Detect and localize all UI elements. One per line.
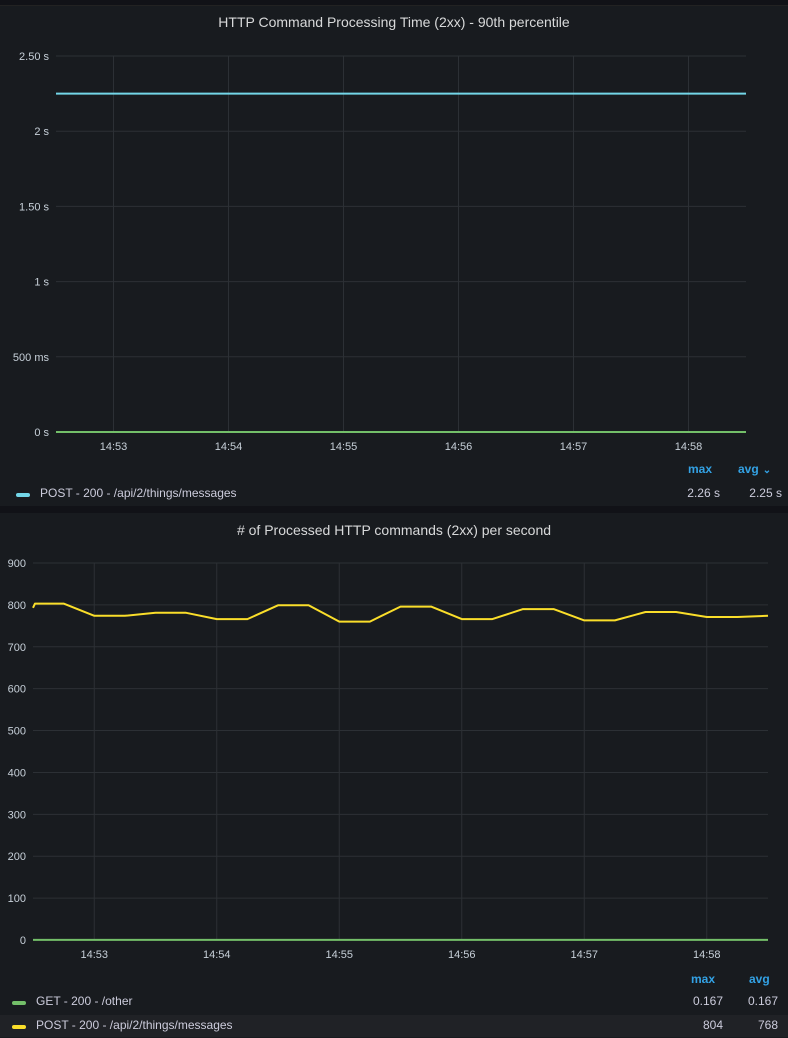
y-tick-label: 500 <box>8 726 26 738</box>
y-tick-label: 800 <box>8 600 26 612</box>
series-color-swatch <box>12 1025 26 1029</box>
x-tick-label: 14:54 <box>215 441 243 453</box>
x-tick-label: 14:57 <box>560 441 588 453</box>
x-tick-label: 14:55 <box>330 441 358 453</box>
legend-series-name: POST - 200 - /api/2/things/messages <box>40 486 237 500</box>
legend-avg-value: 0.167 <box>747 994 778 1008</box>
x-tick-label: 14:54 <box>203 949 231 961</box>
x-tick-label: 14:56 <box>448 949 476 961</box>
legend-header-max[interactable]: max <box>688 462 713 476</box>
y-tick-label: 0 s <box>34 427 49 439</box>
chevron-down-icon: ⌄ <box>762 465 772 476</box>
y-tick-label: 900 <box>8 558 26 570</box>
legend-max-value: 2.26 s <box>687 486 720 500</box>
y-tick-label: 300 <box>8 809 26 821</box>
legend-avg-value: 2.25 s <box>749 486 782 500</box>
y-tick-label: 700 <box>8 642 26 654</box>
legend-header-avg[interactable]: avg ⌄ <box>738 462 772 476</box>
x-tick-label: 14:53 <box>80 949 108 961</box>
y-tick-label: 600 <box>8 684 26 696</box>
y-tick-label: 0 <box>20 935 26 947</box>
x-tick-label: 14:58 <box>675 441 703 453</box>
y-tick-label: 200 <box>8 851 26 863</box>
processing-time-panel: HTTP Command Processing Time (2xx) - 90t… <box>0 5 788 506</box>
legend-series-name: GET - 200 - /other <box>36 994 133 1008</box>
x-tick-label: 14:58 <box>693 949 721 961</box>
x-tick-label: 14:53 <box>100 441 128 453</box>
panel-title[interactable]: # of Processed HTTP commands (2xx) per s… <box>236 522 552 538</box>
processing-time-chart: 0 s 500 ms 1 s 1.50 s 2 s 2.50 s 14:53 14:54 14:… <box>13 51 746 453</box>
legend-header-max[interactable]: max <box>691 972 716 986</box>
y-tick-label: 1 s <box>34 277 49 289</box>
series-line <box>32 602 769 623</box>
legend-series-name: POST - 200 - /api/2/things/messages <box>36 1018 233 1032</box>
legend-max-value: 804 <box>702 1018 723 1032</box>
y-tick-label: 2 s <box>34 126 49 138</box>
y-tick-label: 500 ms <box>13 352 50 364</box>
y-tick-label: 2.50 s <box>19 51 49 63</box>
legend-row[interactable]: GET - 200 - /other 0.167 0.167 <box>0 991 788 1013</box>
legend-avg-value: 768 <box>757 1018 778 1032</box>
x-tick-label: 14:56 <box>445 441 473 453</box>
legend-row[interactable]: POST - 200 - /api/2/things/messages 804 … <box>0 1015 788 1037</box>
y-tick-label: 400 <box>8 767 26 779</box>
legend-max-value: 0.167 <box>692 994 723 1008</box>
y-tick-label: 100 <box>8 893 26 905</box>
y-tick-label: 1.50 s <box>19 201 49 213</box>
panel-title[interactable]: HTTP Command Processing Time (2xx) - 90t… <box>218 14 570 30</box>
x-tick-label: 14:55 <box>325 949 353 961</box>
x-tick-label: 14:57 <box>570 949 598 961</box>
legend-row[interactable]: POST - 200 - /api/2/things/messages 2.26… <box>0 483 788 505</box>
processed-commands-chart: 0 100 200 300 400 500 600 700 800 900 14:53 14:54 14… <box>8 558 769 961</box>
legend-header-avg[interactable]: avg <box>749 972 770 986</box>
series-color-swatch <box>16 493 30 497</box>
series-color-swatch <box>12 1001 26 1005</box>
processed-commands-panel: # of Processed HTTP commands (2xx) per s… <box>0 513 788 1038</box>
